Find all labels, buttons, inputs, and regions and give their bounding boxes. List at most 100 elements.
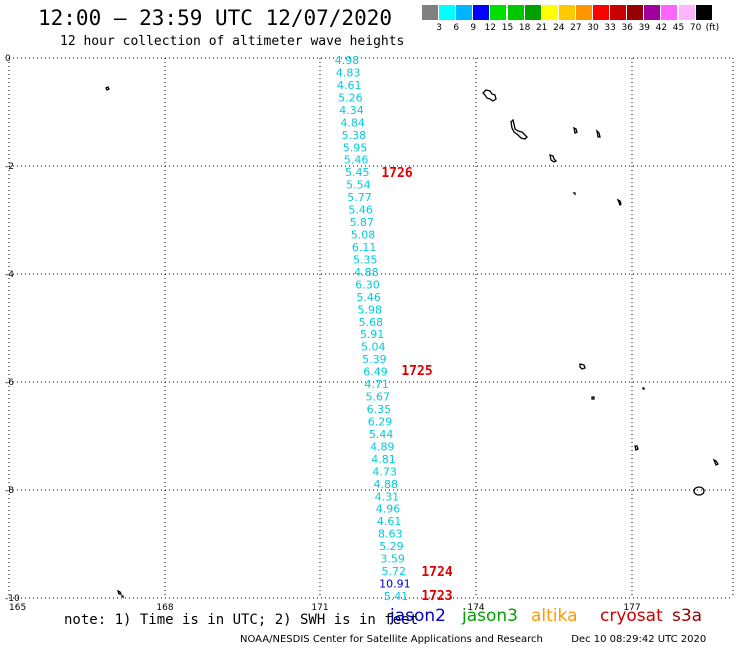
legend-swatch bbox=[558, 5, 575, 20]
legend-label: 30 bbox=[587, 23, 599, 33]
legend-label: 6 bbox=[453, 23, 460, 33]
pass-time-labels: 1726 1725 1724 1723 bbox=[381, 166, 452, 604]
credit-text: NOAA/NESDIS Center for Satellite Applica… bbox=[240, 634, 543, 645]
island-outline bbox=[510, 118, 528, 140]
island-outline bbox=[572, 192, 576, 196]
legend-swatch bbox=[524, 5, 541, 20]
pass-time-label: 1723 bbox=[421, 589, 452, 604]
legend-label: 42 bbox=[655, 23, 668, 33]
wave-height-label: 5.39 bbox=[362, 353, 387, 366]
legend-swatch bbox=[661, 5, 678, 20]
island-outline bbox=[712, 458, 719, 466]
wave-height-label: 5.87 bbox=[350, 216, 375, 229]
legend-label: 15 bbox=[501, 23, 514, 33]
wave-height-label: 5.68 bbox=[359, 316, 384, 329]
legend-swatch bbox=[610, 5, 627, 20]
wave-height-label: 3.59 bbox=[380, 553, 405, 566]
wave-height-label: 5.95 bbox=[343, 141, 368, 154]
wave-height-label: 4.61 bbox=[337, 79, 362, 92]
wave-height-label: 8.63 bbox=[378, 528, 403, 541]
satellite-jason3: jason3 bbox=[462, 606, 518, 626]
pass-time-label: 1725 bbox=[401, 364, 432, 379]
legend-label: 70 bbox=[689, 23, 702, 33]
satellite-altika: altika bbox=[531, 606, 578, 626]
wave-height-label: 5.04 bbox=[361, 341, 386, 354]
wave-height-label: 5.98 bbox=[358, 303, 383, 316]
legend-label: 45 bbox=[672, 23, 685, 33]
island-outline bbox=[573, 126, 578, 134]
longitude-label: 177 bbox=[623, 603, 640, 613]
latitude-label: 0 bbox=[5, 54, 11, 64]
wave-height-label: 4.88 bbox=[373, 478, 398, 491]
legend-label: 33 bbox=[604, 23, 616, 33]
legend-swatch bbox=[575, 5, 592, 20]
island-outline bbox=[642, 387, 645, 390]
legend-swatch bbox=[695, 5, 712, 20]
legend-swatch bbox=[507, 5, 524, 20]
wave-height-label: 5.26 bbox=[338, 91, 363, 104]
legend-swatch bbox=[456, 5, 473, 20]
island-outline bbox=[616, 198, 622, 207]
satellite-cryosat: cryosat bbox=[600, 606, 663, 626]
wave-height-label: 4.71 bbox=[364, 378, 389, 391]
wave-height-label: 4.96 bbox=[376, 503, 401, 516]
legend-label: 39 bbox=[638, 23, 651, 33]
island-outline bbox=[105, 86, 110, 91]
pass-time-label: 1724 bbox=[421, 565, 452, 580]
longitude-label: 174 bbox=[467, 603, 484, 613]
wave-height-label: 10.91 bbox=[379, 578, 411, 591]
island-outline bbox=[116, 589, 123, 595]
wave-height-label: 4.84 bbox=[340, 116, 365, 129]
wave-height-label: 4.81 bbox=[371, 453, 396, 466]
latitude-label: -10 bbox=[5, 594, 20, 604]
wave-height-label: 5.67 bbox=[366, 391, 391, 404]
legend-swatch bbox=[593, 5, 609, 20]
wave-height-label: 6.35 bbox=[367, 403, 392, 416]
wave-height-label: 4.83 bbox=[336, 66, 361, 79]
island-outline bbox=[549, 154, 558, 163]
wave-height-label: 5.54 bbox=[346, 179, 371, 192]
wave-height-label: 5.41 bbox=[384, 590, 409, 603]
legend-label: 36 bbox=[621, 23, 633, 33]
legend-label: 21 bbox=[535, 23, 548, 33]
legend-label: 27 bbox=[570, 23, 582, 33]
wave-height-label: 5.08 bbox=[351, 229, 376, 242]
satellite-jason2: jason2 bbox=[390, 606, 446, 626]
island-outline bbox=[579, 363, 586, 370]
wave-height-label: 5.35 bbox=[353, 253, 378, 266]
legend-swatch bbox=[473, 5, 490, 20]
wave-height-label: 4.31 bbox=[375, 490, 400, 503]
latitude-label: -4 bbox=[5, 270, 14, 280]
latitude-label: -6 bbox=[5, 378, 14, 388]
longitude-label: 171 bbox=[311, 603, 328, 613]
wave-height-label: 5.38 bbox=[342, 129, 367, 142]
wave-height-label: 5.46 bbox=[356, 291, 381, 304]
wave-height-label: 5.46 bbox=[344, 154, 369, 167]
timestamp: Dec 10 08:29:42 UTC 2020 bbox=[571, 634, 707, 645]
latitude-label: -2 bbox=[5, 162, 14, 172]
legend-swatch bbox=[541, 5, 558, 20]
legend-swatch bbox=[644, 5, 661, 20]
legend-unit: (ft) bbox=[705, 23, 720, 33]
footnote: note: 1) Time is in UTC; 2) SWH is in fe… bbox=[64, 612, 419, 628]
legend-swatch bbox=[627, 5, 644, 20]
wave-height-label: 4.88 bbox=[354, 266, 379, 279]
map-title: 12:00 — 23:59 UTC 12/07/2020 bbox=[38, 6, 393, 30]
wave-height-label: 4.98 bbox=[335, 54, 360, 67]
lat-lon-grid bbox=[8, 57, 734, 599]
wave-height-label: 6.11 bbox=[352, 241, 377, 254]
wave-height-label: 6.29 bbox=[368, 415, 393, 428]
map-subtitle: 12 hour collection of altimeter wave hei… bbox=[60, 34, 405, 49]
pass-time-label: 1726 bbox=[381, 166, 412, 181]
legend-swatch bbox=[439, 5, 456, 20]
legend-label: 24 bbox=[553, 23, 565, 33]
wave-height-label: 4.34 bbox=[339, 104, 364, 117]
legend-label: 18 bbox=[518, 23, 531, 33]
island-outline bbox=[693, 486, 705, 496]
wave-height-label: 5.29 bbox=[379, 540, 404, 553]
island-outlines bbox=[105, 86, 719, 599]
wave-height-labels: 4.984.834.615.264.344.845.385.955.465.45… bbox=[335, 54, 411, 603]
wave-height-label: 5.46 bbox=[348, 204, 373, 217]
